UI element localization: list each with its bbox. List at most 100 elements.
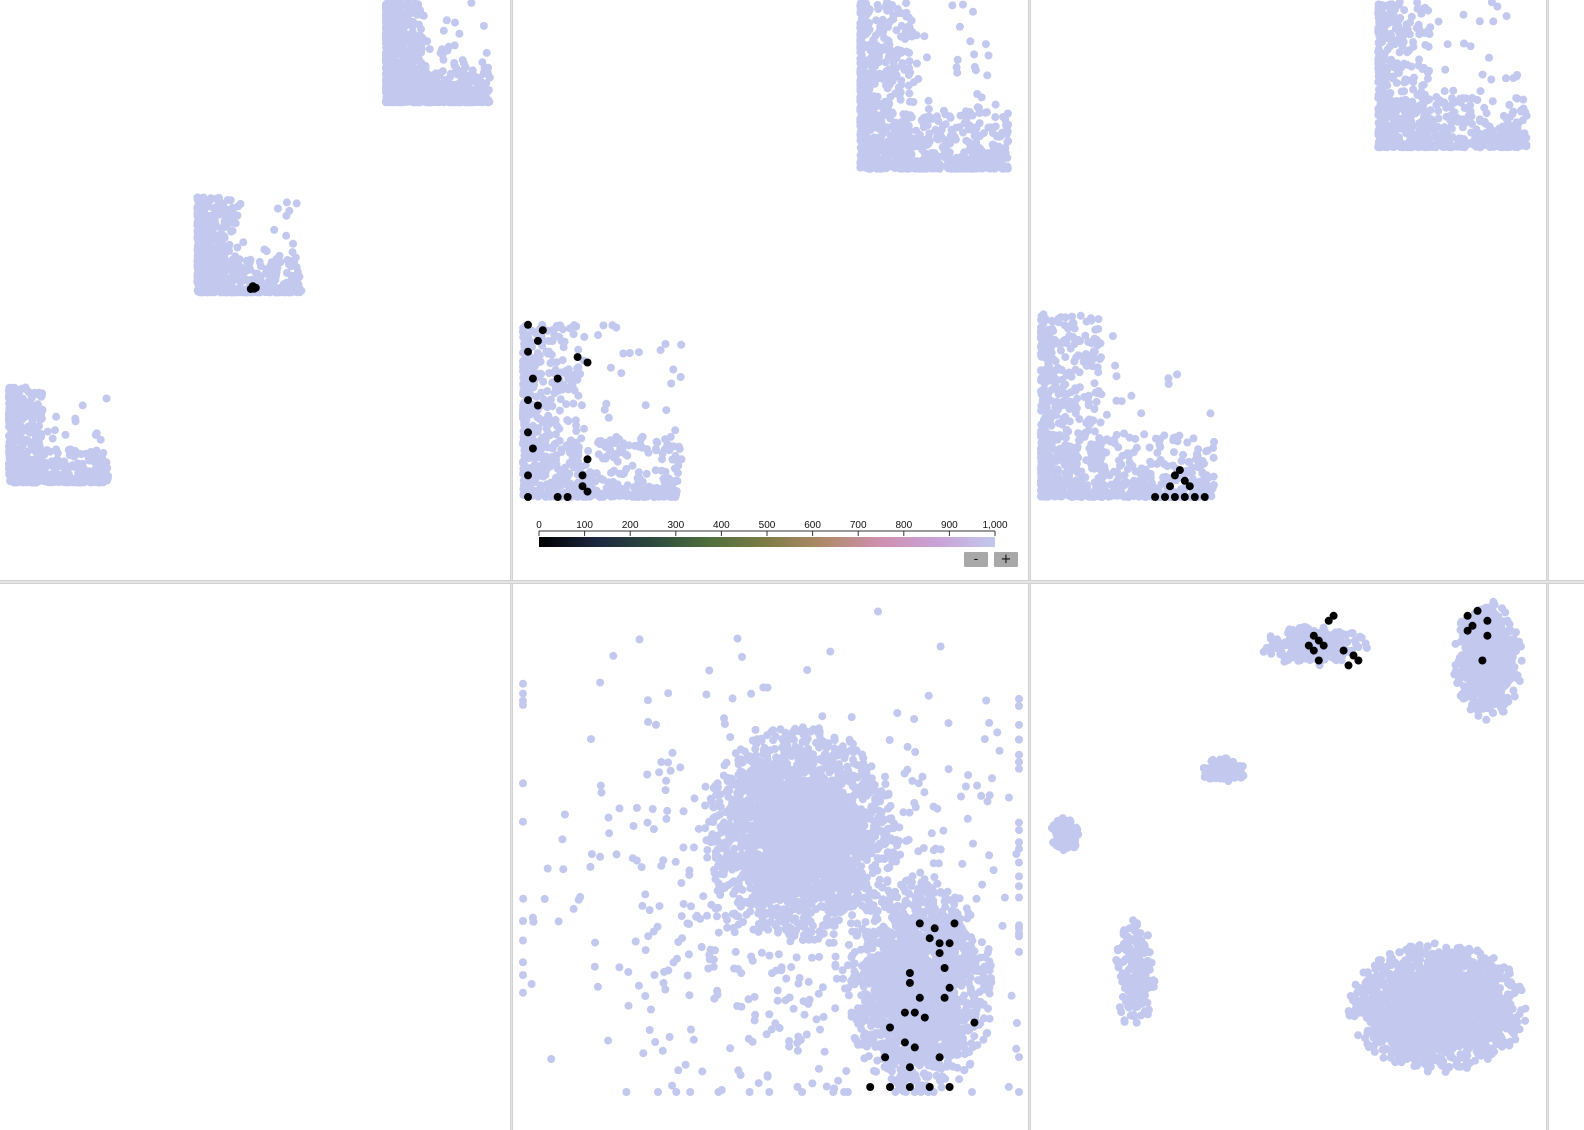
data-point (883, 0, 891, 7)
data-point (5, 470, 14, 479)
data-point (566, 443, 575, 451)
data-point (861, 127, 870, 136)
data-point (1416, 92, 1425, 100)
data-point (557, 445, 566, 454)
data-point (396, 11, 405, 20)
data-point (676, 373, 685, 381)
data-point (433, 89, 442, 98)
selected-point (524, 320, 532, 329)
data-point (573, 375, 582, 384)
data-point (455, 29, 464, 38)
data-point (1459, 10, 1468, 19)
scatter-plot[interactable] (513, 0, 1028, 580)
data-point (559, 381, 568, 389)
data-point (51, 426, 59, 435)
data-point (1380, 19, 1389, 28)
data-point (1421, 28, 1430, 37)
data-point (856, 59, 865, 68)
data-point (870, 79, 879, 88)
data-point (400, 96, 408, 105)
data-point (42, 459, 51, 467)
data-point (870, 133, 879, 142)
data-point (399, 58, 408, 67)
scatter-panel-top-middle[interactable] (513, 0, 1028, 580)
data-point (68, 461, 77, 470)
data-point (415, 20, 423, 29)
data-point (668, 492, 676, 501)
data-point (555, 406, 564, 415)
data-point (468, 97, 477, 106)
data-point (227, 209, 236, 218)
data-point (924, 105, 933, 114)
data-point (470, 77, 479, 86)
data-point (566, 479, 575, 488)
data-point (218, 223, 227, 232)
data-point (288, 285, 297, 294)
data-point (980, 154, 989, 163)
selected-point (524, 428, 532, 437)
scatter-plot[interactable] (0, 0, 510, 580)
scatter-panel-top-left[interactable] (0, 0, 510, 580)
data-point (603, 490, 612, 499)
data-point (1419, 64, 1428, 72)
data-point (927, 114, 936, 123)
data-point (599, 475, 608, 484)
data-point (387, 64, 396, 73)
data-point (892, 71, 901, 80)
data-point (642, 469, 651, 478)
data-point (49, 468, 58, 477)
scatter-panel-top-right[interactable] (1031, 0, 1546, 580)
data-point (1505, 100, 1514, 109)
data-point (941, 136, 950, 145)
data-point (536, 357, 545, 366)
data-point (1425, 95, 1434, 104)
data-point (421, 63, 430, 72)
data-point (1068, 312, 1076, 321)
data-point (544, 429, 553, 438)
scatter-plot[interactable] (1031, 0, 1546, 580)
data-point (967, 155, 976, 164)
data-point (667, 379, 676, 388)
data-point (924, 96, 933, 105)
data-point (566, 382, 575, 391)
data-point (1499, 123, 1508, 132)
data-point (519, 389, 528, 398)
data-point (877, 114, 886, 123)
data-point (991, 113, 1000, 122)
data-point (228, 268, 237, 277)
data-point (1493, 2, 1502, 11)
selected-point (247, 284, 256, 293)
data-point (478, 58, 487, 67)
data-point (907, 32, 916, 41)
data-point (5, 407, 14, 416)
data-point (902, 0, 911, 8)
data-point (1177, 457, 1186, 465)
data-point (919, 123, 928, 132)
data-point (418, 34, 427, 43)
data-point (1398, 42, 1407, 51)
data-point (412, 55, 421, 63)
data-point (604, 413, 613, 422)
data-point (214, 193, 223, 202)
data-point (860, 0, 869, 9)
data-point (543, 387, 552, 396)
data-point (552, 460, 561, 469)
data-point (871, 47, 880, 56)
data-point (1061, 433, 1070, 442)
data-point (884, 53, 893, 62)
data-point (543, 349, 552, 358)
data-point (899, 150, 908, 159)
data-point (962, 136, 971, 145)
data-point (1169, 448, 1178, 457)
selected-point (533, 401, 542, 410)
data-point (1112, 372, 1121, 381)
data-point (906, 111, 915, 120)
data-point (1449, 86, 1458, 95)
data-point (207, 194, 215, 203)
data-point (863, 159, 872, 168)
data-point (1056, 346, 1065, 355)
data-point (594, 331, 602, 340)
data-point (866, 93, 875, 102)
data-point (282, 198, 291, 207)
data-point (889, 12, 898, 20)
